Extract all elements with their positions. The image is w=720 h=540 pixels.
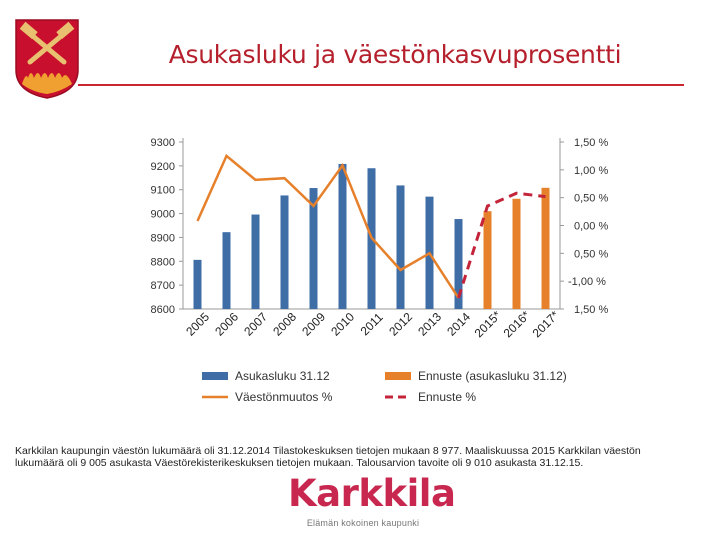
- legend-swatch: [202, 372, 228, 380]
- x-tick-label: 2011: [358, 310, 386, 338]
- line-series-ennuste: [457, 191, 546, 299]
- chart-legend: Asukasluku 31.12 Ennuste (asukasluku 31.1…: [202, 369, 567, 404]
- logo-tagline: Elämän kokoinen kaupunki: [306, 518, 420, 528]
- x-tick-label: 2007: [241, 310, 270, 339]
- bar: [309, 188, 318, 309]
- chart-lines: [196, 153, 546, 299]
- bar: [396, 185, 405, 309]
- bar: [280, 195, 289, 309]
- bar: [193, 259, 202, 309]
- bar: [541, 187, 550, 309]
- y-right-tick-label: 1,50 %: [574, 304, 608, 316]
- coat-of-arms-icon: [15, 19, 79, 99]
- bar: [338, 163, 347, 309]
- title-underline: [78, 84, 684, 86]
- bar: [512, 198, 521, 309]
- x-tick-label: 2009: [299, 310, 328, 339]
- y-right-tick-label: -1,00 %: [568, 276, 606, 288]
- x-tick-label: 2017*: [530, 308, 562, 340]
- y-left-tick-label: 8600: [151, 304, 175, 316]
- x-tick-label: 2010: [328, 310, 357, 339]
- x-tick-label: 2005: [183, 310, 212, 339]
- bar: [454, 219, 463, 309]
- bar: [222, 232, 231, 309]
- y-right-tick-label: 0,50 %: [574, 248, 608, 260]
- logo-wordmark: Karkkila: [288, 472, 456, 515]
- legend-label: Asukasluku 31.12: [235, 369, 330, 383]
- y-right-tick-label: 0,50 %: [574, 193, 608, 205]
- x-tick-label: 2014: [444, 310, 473, 339]
- legend-label: Ennuste (asukasluku 31.12): [418, 369, 567, 383]
- legend-label: Väestönmuutos %: [235, 390, 333, 404]
- note-line-1: Karkkilan kaupungin väestön lukumäärä ol…: [15, 445, 641, 457]
- y-left-tick-label: 9300: [151, 137, 175, 149]
- y-left-tick-label: 9000: [151, 209, 175, 221]
- x-tick-label: 2015*: [472, 308, 504, 340]
- y-right-tick-label: 1,00 %: [574, 165, 608, 177]
- y-right-tick-label: 0,00 %: [574, 221, 608, 233]
- x-tick-label: 2006: [212, 310, 241, 339]
- y-left-tick-label: 8900: [151, 232, 175, 244]
- y-left-tick-label: 9100: [151, 185, 175, 197]
- x-tick-label: 2016*: [501, 308, 533, 340]
- note-line-2: lukumäärä oli 9 005 asukasta Väestörekis…: [15, 457, 584, 469]
- population-note: Karkkilan kaupungin väestön lukumäärä ol…: [15, 445, 710, 469]
- chart-labels: 9300 9200 9100 9000 8900 8800 8700 8600 1,50 % 1,…: [151, 137, 609, 340]
- page-title: Asukasluku ja väestönkasvuprosentti: [168, 40, 622, 69]
- y-left-tick-label: 8800: [151, 256, 175, 268]
- bar: [251, 214, 260, 309]
- y-left-tick-label: 8700: [151, 280, 175, 292]
- y-right-tick-label: 1,50 %: [574, 137, 608, 149]
- y-left-tick-label: 9200: [151, 161, 175, 173]
- line-series-vaestonmuutos: [196, 153, 460, 299]
- x-tick-label: 2012: [386, 310, 415, 339]
- x-tick-label: 2008: [270, 310, 299, 339]
- x-tick-label: 2013: [415, 310, 444, 339]
- legend-label: Ennuste %: [418, 390, 476, 404]
- chart-axes: [179, 138, 564, 310]
- legend-swatch: [385, 372, 411, 380]
- bar: [483, 211, 492, 309]
- karkkila-logo: Karkkila Elämän kokoinen kaupunki: [288, 472, 456, 536]
